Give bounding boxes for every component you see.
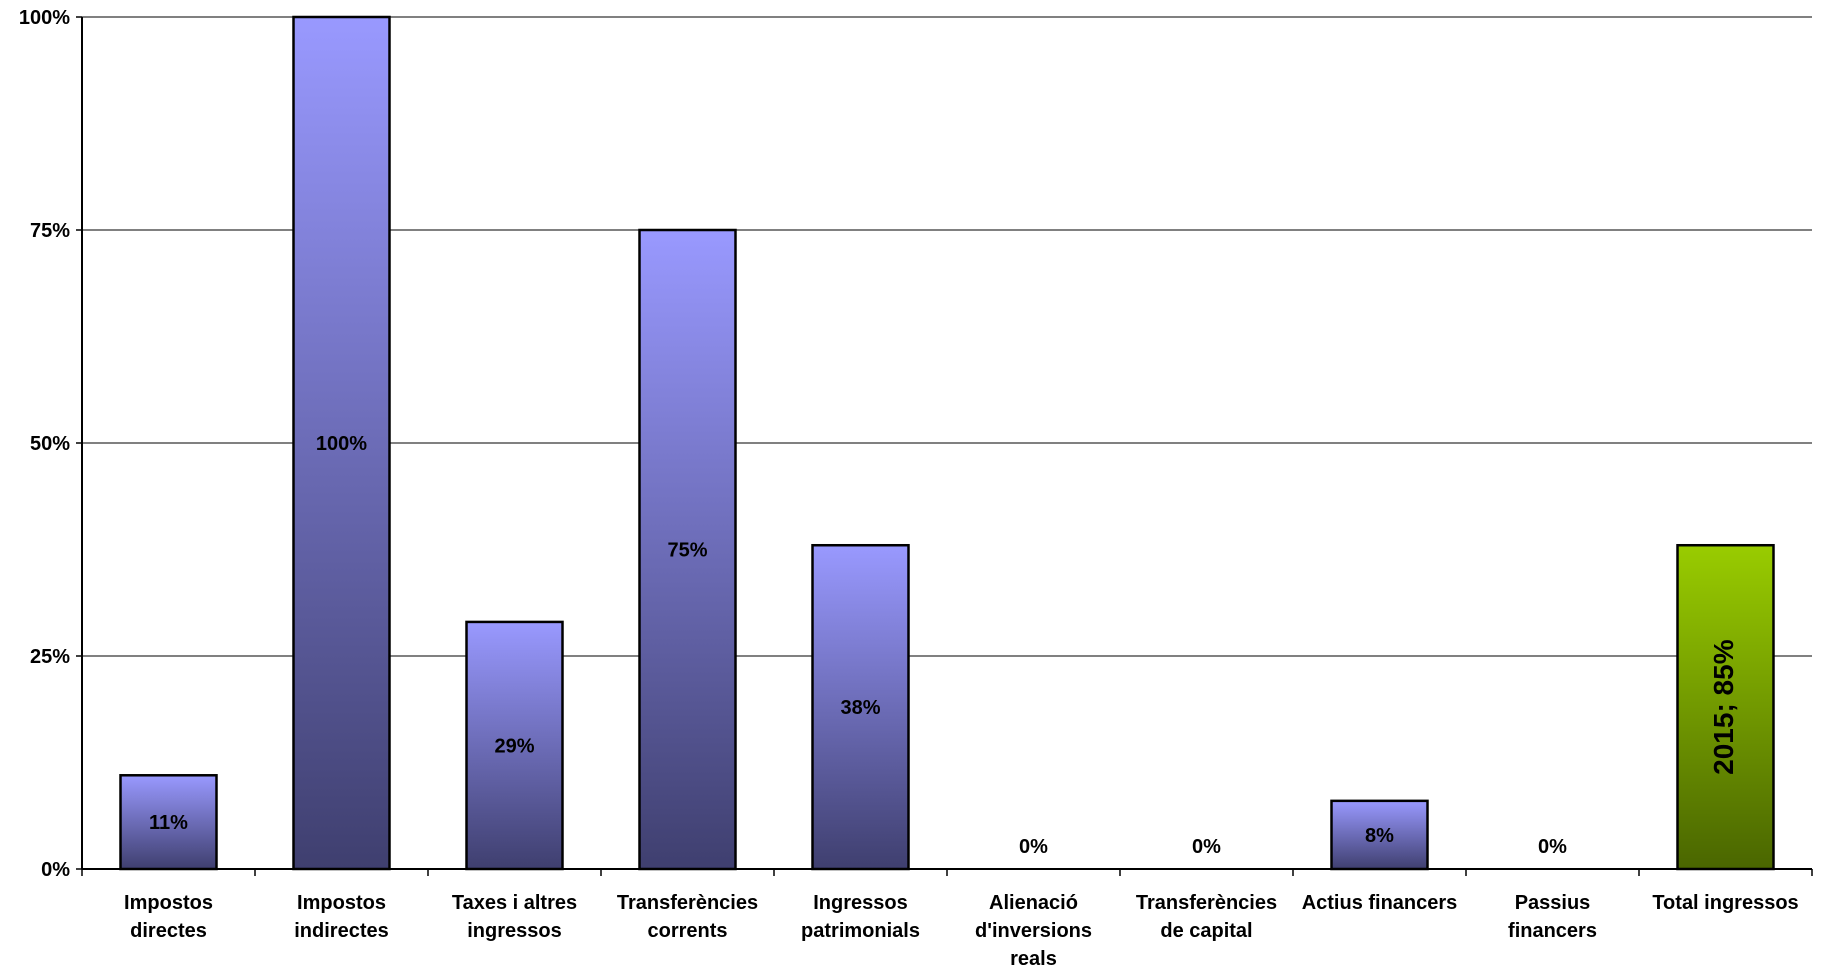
x-category-label: Passius [1515,892,1591,914]
data-label: 0% [1538,836,1567,858]
data-label: 75% [667,540,707,562]
x-category-label: d'inversions [975,920,1092,942]
y-tick-label: 25% [30,646,70,668]
x-category-label: indirectes [294,920,388,942]
x-category-label: Total ingressos [1652,892,1798,914]
x-category-label: Ingressos [813,892,907,914]
data-label: 100% [316,433,367,455]
data-label-total: 2015; 85% [1708,639,1739,775]
bar [638,228,737,871]
bar-total [1676,543,1775,871]
y-tick-label: 0% [41,859,70,881]
x-category-label: patrimonials [801,920,920,942]
bar [1330,799,1429,871]
axes [76,16,1813,876]
y-tick-label: 75% [30,220,70,242]
x-category-label: reals [1010,948,1057,968]
bar [811,543,910,871]
labels: 0% 25% 50% 75% 100% 11% Impostos directes 100% Im… [19,7,1799,968]
x-category-label: corrents [647,920,727,942]
y-tick-label: 100% [19,7,70,29]
x-category-label: Impostos [297,892,386,914]
bar [119,774,218,871]
data-label: 29% [494,735,534,757]
data-label: 8% [1365,825,1394,847]
y-tick-label: 50% [30,433,70,455]
data-label: 0% [1192,836,1221,858]
x-category-label: directes [130,920,207,942]
x-category-label: Transferències [1136,892,1277,914]
bar [465,620,564,871]
x-category-label: financers [1508,920,1597,942]
data-label: 38% [840,697,880,719]
data-label: 0% [1019,836,1048,858]
x-category-label: Actius financers [1302,892,1458,914]
x-category-label: Taxes i altres [452,892,577,914]
x-category-label: Impostos [124,892,213,914]
x-category-label: ingressos [467,920,561,942]
data-label: 11% [149,812,188,834]
x-category-label: Alienació [989,892,1078,914]
bars [119,15,1775,871]
x-category-label: Transferències [617,892,758,914]
x-category-label: de capital [1160,920,1252,942]
